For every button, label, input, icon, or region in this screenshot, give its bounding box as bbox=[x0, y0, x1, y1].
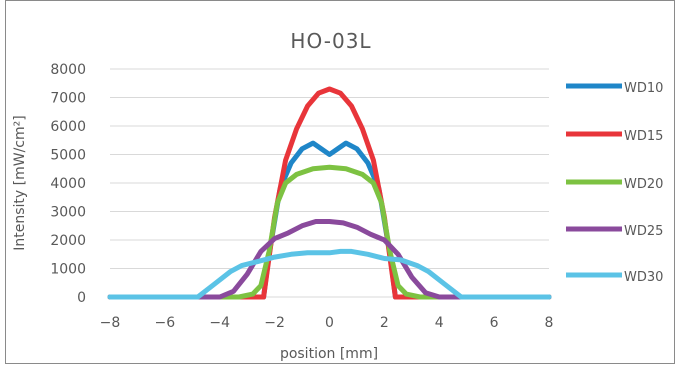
x-tick-label: 8 bbox=[545, 315, 554, 331]
chart-frame bbox=[5, 0, 675, 364]
x-tick-label: 6 bbox=[490, 315, 499, 331]
x-tick-label: 4 bbox=[435, 315, 444, 331]
series-line-wd20 bbox=[107, 164, 552, 300]
x-tick-label: 0 bbox=[325, 315, 334, 331]
legend-label-wd25: WD25 bbox=[624, 224, 663, 239]
x-tick-label: −2 bbox=[264, 315, 285, 331]
y-tick-labels: 0 1000 2000 3000 4000 5000 6000 7000 8000 bbox=[50, 62, 86, 306]
y-tick-label: 6000 bbox=[50, 119, 86, 135]
grid bbox=[110, 68, 549, 298]
y-tick-label: 3000 bbox=[50, 205, 86, 221]
chart-title: HO-03L bbox=[290, 29, 371, 53]
legend: WD10 WD15 WD20 WD25 WD30 bbox=[566, 81, 663, 285]
legend-label-wd10: WD10 bbox=[624, 81, 663, 96]
y-axis-title: Intensity [mW/cm²] bbox=[12, 115, 28, 250]
x-tick-label: 2 bbox=[380, 315, 389, 331]
legend-label-wd30: WD30 bbox=[624, 270, 663, 285]
x-tick-labels: −8 −6 −4 −2 0 2 4 6 8 bbox=[100, 315, 554, 331]
y-tick-label: 7000 bbox=[50, 91, 86, 107]
legend-label-wd20: WD20 bbox=[624, 177, 663, 192]
y-tick-label: 4000 bbox=[50, 176, 86, 192]
series-line-wd30 bbox=[107, 248, 552, 300]
y-tick-label: 8000 bbox=[50, 62, 86, 78]
x-tick-label: −4 bbox=[209, 315, 230, 331]
y-tick-label: 5000 bbox=[50, 148, 86, 164]
series-line-wd25 bbox=[107, 219, 552, 300]
x-tick-label: −8 bbox=[100, 315, 121, 331]
y-tick-label: 0 bbox=[77, 290, 86, 306]
x-tick-label: −6 bbox=[155, 315, 176, 331]
legend-label-wd15: WD15 bbox=[624, 129, 663, 144]
series-line-wd15 bbox=[107, 86, 552, 300]
x-axis-title: position [mm] bbox=[280, 346, 378, 362]
y-tick-label: 2000 bbox=[50, 233, 86, 249]
series-lines bbox=[107, 86, 552, 300]
y-tick-label: 1000 bbox=[50, 262, 86, 278]
